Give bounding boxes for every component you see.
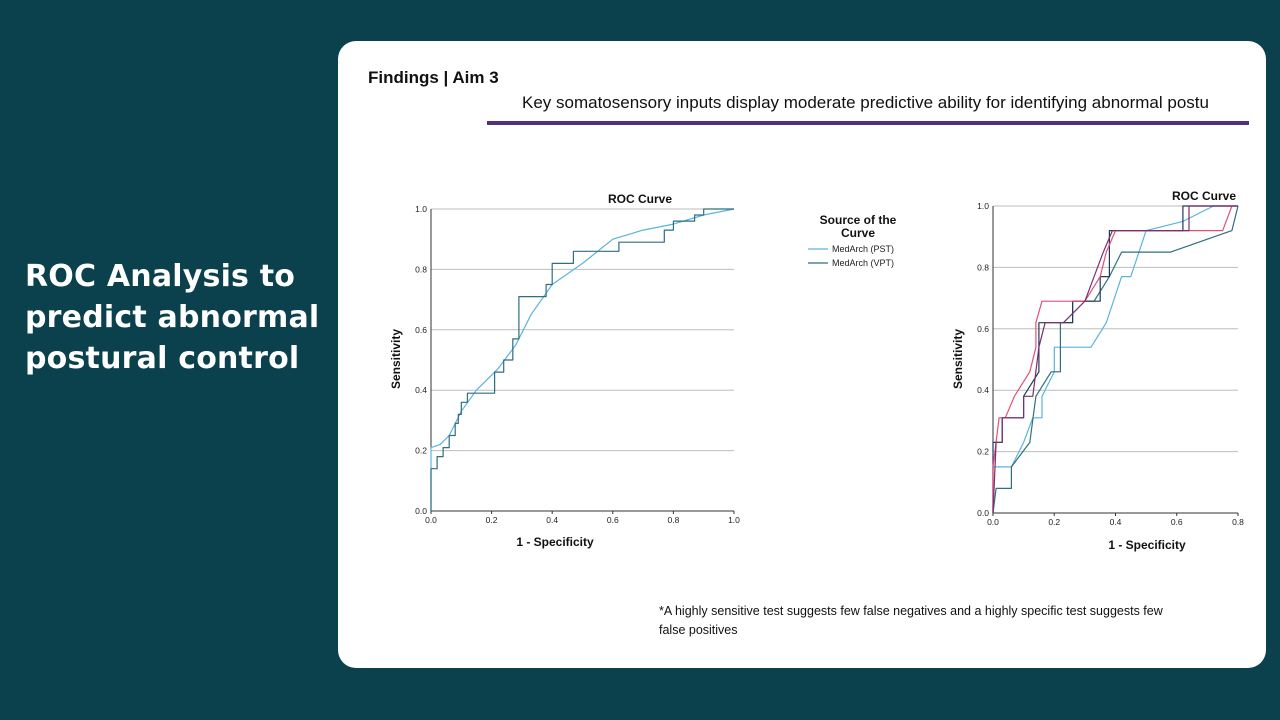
chart2-x-tick-label: 0.6 — [1171, 517, 1183, 527]
chart2-x-tick-label: 0.0 — [987, 517, 999, 527]
chart1-legend-title: Curve — [841, 226, 875, 240]
chart1-y-tick-label: 0.8 — [415, 264, 427, 274]
chart1-y-axis-label: Sensitivity — [389, 329, 403, 389]
chart1-y-tick-label: 0.2 — [415, 446, 427, 456]
chart1-legend-label: MedArch (VPT) — [832, 258, 894, 268]
chart2-y-tick-label: 0.4 — [977, 385, 989, 395]
chart1-y-tick-label: 0.4 — [415, 385, 427, 395]
chart2-series-line-5 — [992, 205, 1238, 514]
chart1-y-tick-label: 0.6 — [415, 325, 427, 335]
footnote: *A highly sensitive test suggests few fa… — [659, 604, 1163, 637]
chart1-x-tick-label: 0.0 — [425, 515, 437, 525]
content-card: Findings | Aim 3 Key somatosensory input… — [338, 41, 1266, 668]
chart2-series-line-4 — [992, 205, 1238, 513]
chart2-series-line-2 — [992, 205, 1239, 514]
chart2-x-tick-label: 0.8 — [1232, 517, 1244, 527]
chart1-series-line-1 — [430, 208, 735, 511]
chart2-y-tick-label: 0.2 — [977, 447, 989, 457]
chart1-y-tick-label: 1.0 — [415, 204, 427, 214]
chart1-legend-label: MedArch (PST) — [832, 244, 894, 254]
chart1-x-tick-label: 0.8 — [667, 515, 679, 525]
chart2-y-tick-label: 1.0 — [977, 201, 989, 211]
chart1-series-line-2 — [430, 208, 734, 511]
chart1-x-tick-label: 1.0 — [728, 515, 740, 525]
chart1-legend-title: Source of the — [820, 213, 897, 227]
chart2-series-line-3 — [992, 205, 1238, 513]
chart2-y-axis-label: Sensitivity — [951, 329, 965, 389]
chart1-y-tick-label: 0.0 — [415, 506, 427, 516]
roc-chart-left: 0.0 0.2 0.4 0.6 0.8 1.0 0.0 0.2 0.4 0.6 0.8 1.0 ROC … — [389, 189, 1244, 552]
findings-subtitle: Key somatosensory inputs display moderat… — [522, 93, 1209, 112]
chart1-x-tick-label: 0.2 — [486, 515, 498, 525]
slide-section-title: ROC Analysis to predict abnormal postura… — [25, 259, 320, 376]
chart1-x-tick-label: 0.4 — [546, 515, 558, 525]
chart2-series-line-1 — [992, 205, 1238, 513]
header-divider — [487, 121, 1249, 125]
chart1-x-tick-label: 0.6 — [607, 515, 619, 525]
chart1-title: ROC Curve — [608, 192, 672, 206]
chart2-y-tick-label: 0.0 — [977, 508, 989, 518]
chart2-x-axis-label: 1 - Specificity — [1108, 538, 1186, 552]
chart2-title: ROC Curve — [1172, 189, 1236, 203]
findings-header: Findings | Aim 3 — [368, 68, 499, 87]
chart1-x-axis-label: 1 - Specificity — [516, 535, 594, 549]
chart2-y-tick-label: 0.8 — [977, 262, 989, 272]
chart2-x-tick-label: 0.2 — [1048, 517, 1060, 527]
chart2-y-tick-label: 0.6 — [977, 324, 989, 334]
chart2-x-tick-label: 0.4 — [1110, 517, 1122, 527]
